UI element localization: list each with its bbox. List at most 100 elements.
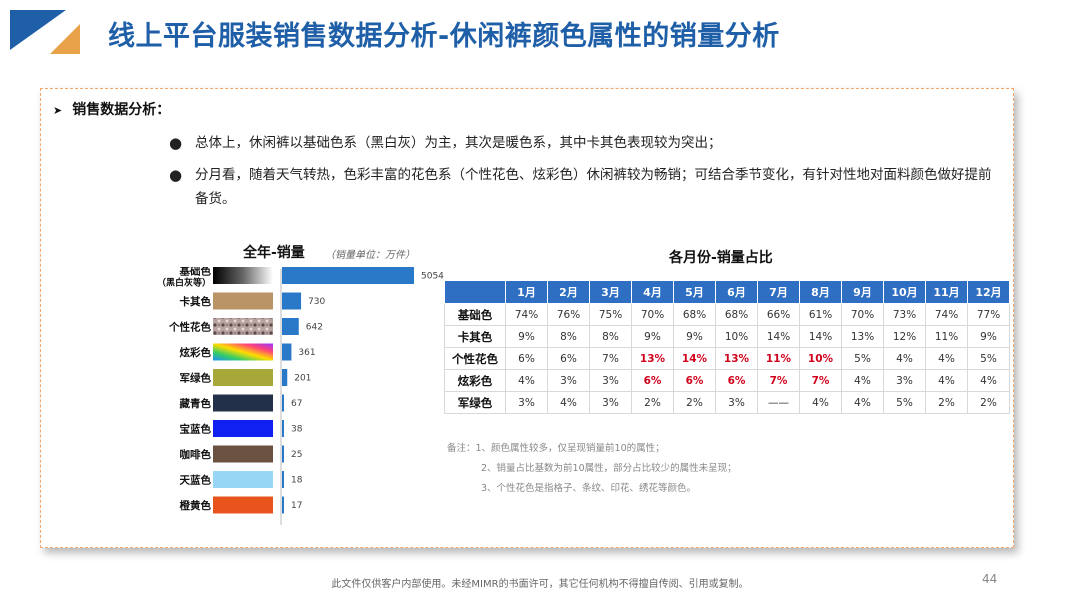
share-cell: 68% [673,303,716,326]
share-cell: 8% [589,325,632,348]
summary-bullets: ● 总体上，休闲裤以基础色系（黑白灰）为主，其次是暖色系，其中卡其色表现较为突出… [169,131,999,219]
share-cell: 4% [841,391,884,414]
share-cell: 5% [883,391,926,414]
khaki-swatch-icon [213,292,273,310]
row-label: 基础色 [444,303,506,326]
share-cell: 6% [673,369,716,392]
share-cell: 6% [547,347,590,370]
section-heading-text: 销售数据分析： [72,102,171,118]
share-cell: 4% [883,347,926,370]
share-cell: 10% [799,347,842,370]
content-panel: ➤ 销售数据分析： ● 总体上，休闲裤以基础色系（黑白灰）为主，其次是暖色系，其中… [40,88,1014,548]
share-cell: 3% [589,369,632,392]
bar [282,369,288,386]
share-cell: 3% [589,391,632,414]
share-cell: 3% [715,391,758,414]
monthly-share-table: 1月 2月 3月 4月 5月 6月 7月 8月 9月 10月 11月 12月 基础色 74% 76% 75%… [444,280,1010,414]
share-cell: 7% [757,369,800,392]
share-cell: 6% [715,369,758,392]
share-cell: 9% [631,325,674,348]
notes-block: 备注：1、颜色属性较多，仅呈现销量前10的属性； 2、销量占比基数为前10属性，… [447,439,737,499]
share-cell: 11% [925,325,968,348]
category-label: 基础色 [179,267,212,278]
table-row: 基础色 74% 76% 75% 70% 68% 68% 66% 61% 70% 73% 74% 77% [444,303,1010,326]
row-label: 个性花色 [444,347,506,370]
table-row: 个性花色 6% 6% 7% 13% 14% 13% 11% 10% 5% 4% 4% 5% [444,347,1010,370]
bar-value-label: 67 [291,399,302,409]
bar-value-label: 25 [291,450,302,460]
footer-disclaimer: 此文件仅供客户内部使用。未经MIMR的书面许可，其它任何机构不得擅自传阅、引用或… [331,579,749,590]
bullet-dot-icon: ● [169,134,183,152]
page-number: 44 [982,572,998,586]
monthly-table-title: 各月份-销量占比 [669,250,773,266]
share-cell: 7% [589,347,632,370]
share-cell: 12% [883,325,926,348]
section-heading: ➤ 销售数据分析： [53,99,170,119]
month-column-header: 9月 [841,280,884,304]
share-cell: 4% [925,347,968,370]
category-label: 咖啡色 [180,448,212,461]
month-column-header: 5月 [673,280,716,304]
coffee-swatch-icon [213,445,273,463]
share-cell: 14% [673,347,716,370]
note-line: 3、个性花色是指格子、条纹、印花、绣花等颜色。 [481,483,697,494]
share-cell: 2% [925,391,968,414]
share-cell: 3% [883,369,926,392]
bar [282,420,284,437]
rainbow-swatch-icon [213,343,273,361]
floral-pattern-swatch-icon [213,318,273,335]
month-column-header: 10月 [883,280,926,304]
month-column-header: 11月 [925,280,968,304]
bullet-text: 总体上，休闲裤以基础色系（黑白灰）为主，其次是暖色系，其中卡其色表现较为突出； [195,135,722,151]
bar-value-label: 730 [308,297,325,307]
share-cell: 74% [505,303,548,326]
share-cell: 4% [505,369,548,392]
bar [282,318,299,335]
share-cell: 2% [967,391,1010,414]
share-cell: 2% [673,391,716,414]
share-cell: 74% [925,303,968,326]
arrow-right-icon: ➤ [53,104,63,117]
summary-bullet: ● 总体上，休闲裤以基础色系（黑白灰）为主，其次是暖色系，其中卡其色表现较为突出… [169,131,999,155]
share-cell: 75% [589,303,632,326]
share-cell: 3% [547,369,590,392]
bar-chart-title: 全年-销量 [243,245,305,261]
table-row: 军绿色 3% 4% 3% 2% 2% 3% —— 4% 4% 5% 2% 2% [444,391,1010,414]
share-cell: 4% [547,391,590,414]
category-label: 军绿色 [180,372,212,385]
share-cell: 14% [799,325,842,348]
row-label: 炫彩色 [444,369,506,392]
share-cell: —— [757,391,800,414]
share-cell: 76% [547,303,590,326]
royal-blue-swatch-icon [213,420,273,437]
bar [282,471,284,488]
category-label: 炫彩色 [180,346,212,359]
table-header-row: 1月 2月 3月 4月 5月 6月 7月 8月 9月 10月 11月 12月 [444,280,1010,304]
share-cell: 2% [631,391,674,414]
bar-value-label: 18 [291,476,303,486]
share-cell: 70% [841,303,884,326]
share-cell: 68% [715,303,758,326]
table-row: 炫彩色 4% 3% 3% 6% 6% 6% 7% 7% 4% 3% 4% 4% [444,369,1010,392]
month-column-header: 4月 [631,280,674,304]
bar-value-label: 38 [291,425,303,435]
share-cell: 9% [505,325,548,348]
share-cell: 10% [715,325,758,348]
bar [282,343,292,361]
bar-value-label: 5054 [421,272,444,282]
share-cell: 4% [799,391,842,414]
share-cell: 7% [799,369,842,392]
summary-bullet: ● 分月看，随着天气转热，色彩丰富的花色系（个性花色、炫彩色）休闲裤较为畅销；可… [169,163,999,211]
bar-value-label: 201 [294,374,311,384]
bar-value-label: 642 [306,323,323,333]
share-cell: 11% [757,347,800,370]
share-cell: 73% [883,303,926,326]
month-column-header: 6月 [715,280,758,304]
bar-value-label: 361 [298,348,315,358]
bullet-dot-icon: ● [169,166,183,184]
page-title: 线上平台服装销售数据分析-休闲裤颜色属性的销量分析 [108,21,780,52]
black-white-gradient-swatch-icon [213,267,273,284]
category-label: 藏青色 [180,397,212,410]
row-label: 卡其色 [444,325,506,348]
share-cell: 77% [967,303,1010,326]
